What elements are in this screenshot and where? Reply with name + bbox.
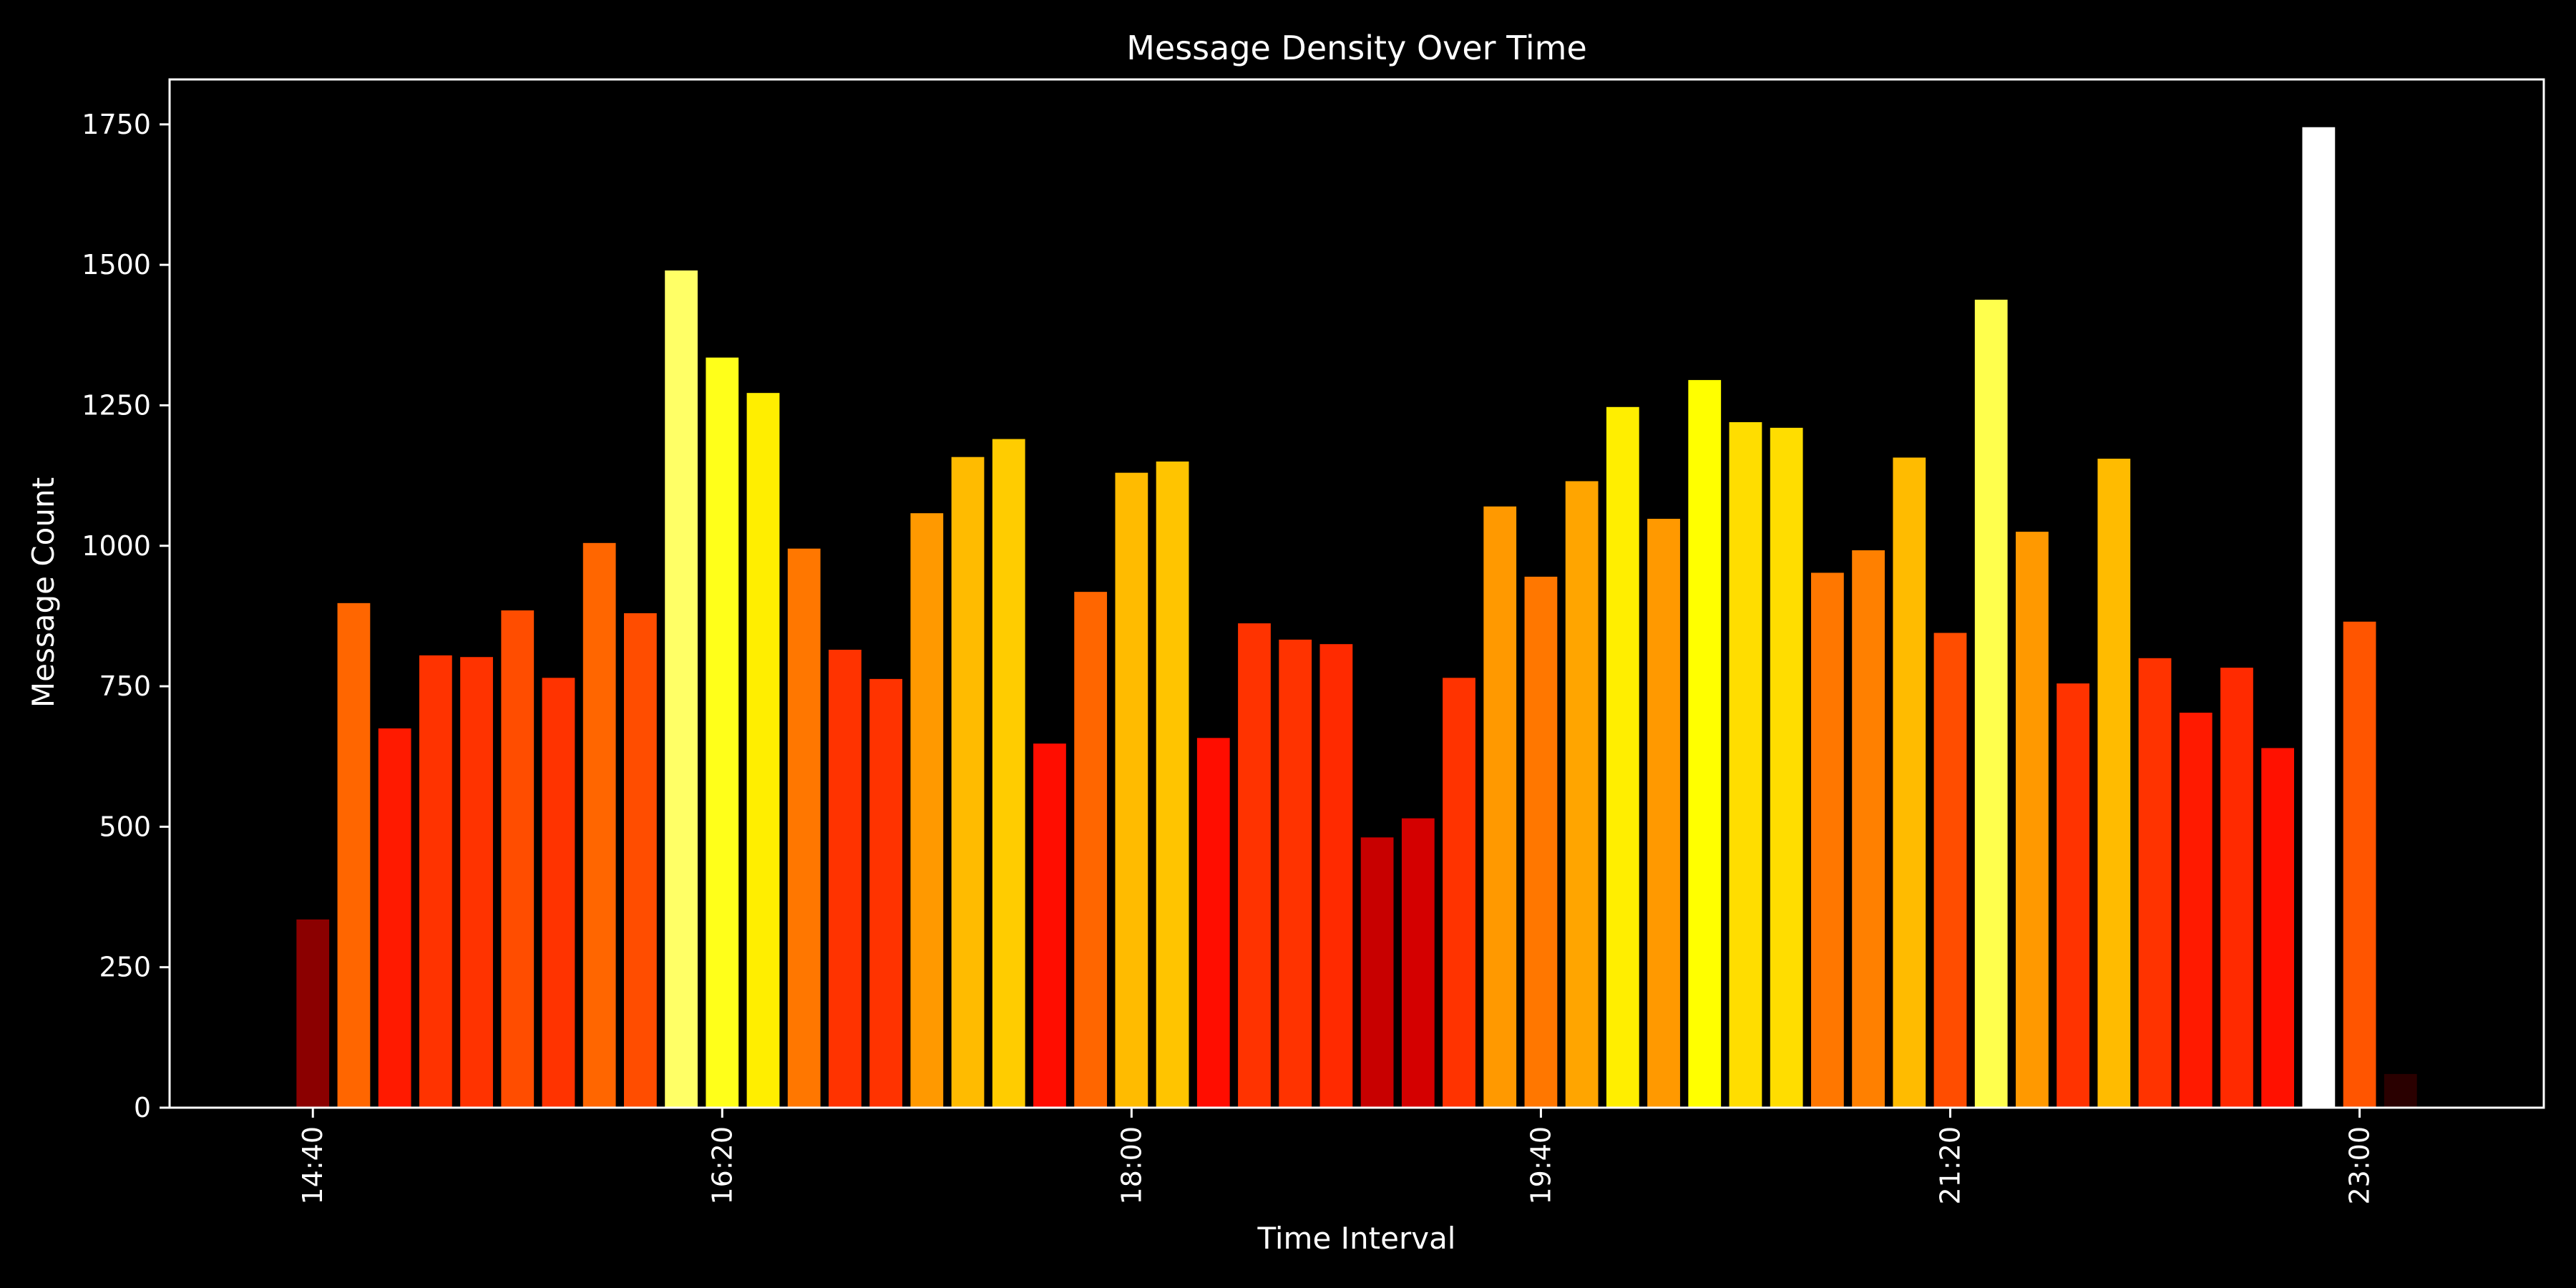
y-tick-label: 750 xyxy=(99,670,151,702)
chart-title: Message Density Over Time xyxy=(1126,29,1587,67)
x-tick-label: 23:00 xyxy=(2344,1126,2376,1205)
bar-1600 xyxy=(624,613,657,1108)
y-tick-label: 1500 xyxy=(82,249,151,280)
bar-2310 xyxy=(2384,1073,2417,1108)
bar-2000 xyxy=(1606,406,1639,1108)
bar-1950 xyxy=(1565,481,1599,1108)
x-tick-label: 14:40 xyxy=(297,1126,328,1205)
bar-2220 xyxy=(2179,712,2212,1108)
bar-1550 xyxy=(582,542,616,1108)
bar-2030 xyxy=(1729,422,1762,1108)
bar-2200 xyxy=(2097,459,2131,1108)
bar-1500 xyxy=(378,728,411,1108)
y-tick-label: 1750 xyxy=(82,109,151,140)
bar-2210 xyxy=(2138,658,2172,1108)
bar-1920 xyxy=(1443,678,1475,1108)
x-axis-label: Time Interval xyxy=(1257,1221,1456,1256)
bar-1610 xyxy=(665,270,698,1108)
y-tick-label: 1000 xyxy=(82,530,151,562)
bar-1910 xyxy=(1401,818,1435,1108)
bar-1730 xyxy=(992,439,1025,1108)
y-tick-label: 0 xyxy=(134,1092,151,1123)
bar-1740 xyxy=(1033,743,1066,1108)
bar-2100 xyxy=(1852,550,1885,1108)
x-tick-label: 18:00 xyxy=(1116,1126,1147,1205)
bar-1520 xyxy=(460,657,493,1108)
bar-1720 xyxy=(951,457,985,1108)
bar-2250 xyxy=(2302,127,2336,1108)
bar-1510 xyxy=(419,655,452,1108)
bar-1650 xyxy=(829,650,862,1108)
bar-1940 xyxy=(1524,576,1558,1108)
bar-2140 xyxy=(2016,532,2049,1108)
bar-1900 xyxy=(1360,837,1394,1108)
bar-1640 xyxy=(787,548,821,1108)
bar-1750 xyxy=(1074,592,1108,1108)
bar-1450 xyxy=(337,602,371,1108)
y-tick-label: 500 xyxy=(99,811,151,842)
bar-2120 xyxy=(1933,633,1967,1108)
bar-1850 xyxy=(1319,644,1353,1108)
bar-1830 xyxy=(1238,623,1271,1108)
bar-2040 xyxy=(1770,427,1803,1108)
y-tick-label: 250 xyxy=(99,952,151,983)
x-tick-label: 21:20 xyxy=(1935,1126,1966,1205)
bar-1440 xyxy=(296,919,330,1108)
bar-2050 xyxy=(1811,572,1844,1108)
bar-1630 xyxy=(746,393,780,1108)
bar-1930 xyxy=(1483,506,1517,1108)
x-axis-ticks: 14:40 16:20 18:00 19:40 21:20 23:00 xyxy=(297,1108,2376,1205)
bar-2230 xyxy=(2220,668,2253,1108)
bar-1810 xyxy=(1156,461,1189,1108)
bar-1840 xyxy=(1279,639,1312,1108)
bars-layer xyxy=(296,127,2417,1108)
bar-1820 xyxy=(1196,738,1230,1108)
bar-2240 xyxy=(2261,748,2295,1108)
bar-1700 xyxy=(869,678,903,1108)
y-axis-ticks: 0 250 500 750 1000 1250 1500 1750 xyxy=(82,109,170,1123)
bar-1710 xyxy=(910,513,944,1108)
y-axis-label: Message Count xyxy=(26,477,61,708)
plot-area-frame xyxy=(168,78,2545,1109)
bar-1540 xyxy=(542,678,575,1108)
x-tick-label: 16:20 xyxy=(706,1126,738,1205)
bar-2010 xyxy=(1647,519,1680,1108)
bar-2110 xyxy=(1893,457,1926,1108)
bar-2150 xyxy=(2057,683,2090,1108)
bar-1800 xyxy=(1115,472,1148,1108)
bar-1620 xyxy=(706,357,739,1108)
bar-2300 xyxy=(2343,621,2376,1108)
bar-2020 xyxy=(1688,380,1722,1108)
bar-2130 xyxy=(1974,299,2008,1108)
x-tick-label: 19:40 xyxy=(1525,1126,1556,1205)
bar-1530 xyxy=(501,610,535,1108)
y-tick-label: 1250 xyxy=(82,389,151,421)
